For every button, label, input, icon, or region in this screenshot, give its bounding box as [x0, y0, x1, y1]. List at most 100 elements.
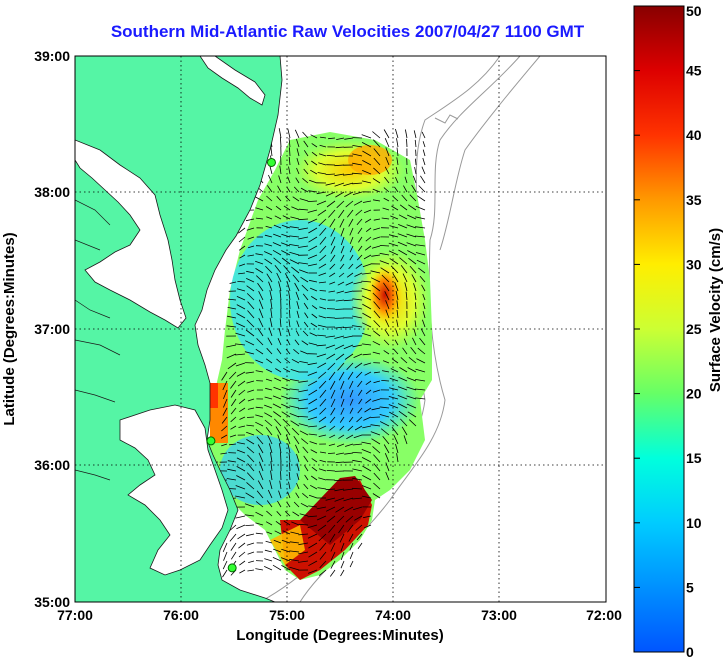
velocity-arrow [277, 500, 282, 508]
velocity-arrow [338, 434, 345, 439]
velocity-arrow [411, 274, 417, 283]
velocity-arrow [362, 425, 372, 429]
velocity-arrow [302, 330, 309, 337]
velocity-arrow [409, 194, 417, 202]
velocity-arrow [329, 533, 336, 543]
velocity-arrow [296, 167, 300, 175]
velocity-arrow [340, 389, 345, 399]
velocity-arrow [226, 478, 237, 481]
velocity-arrow [398, 214, 408, 220]
velocity-arrow [400, 357, 408, 364]
velocity-arrow [415, 388, 426, 391]
velocity-arrow [352, 325, 363, 328]
velocity-arrow [308, 380, 318, 387]
velocity-arrow [227, 460, 237, 463]
velocity-arrow [307, 371, 318, 376]
velocity-arrow [235, 343, 246, 346]
velocity-arrow [316, 344, 327, 347]
velocity-arrow [346, 434, 354, 440]
velocity-arrow [318, 153, 327, 157]
velocity-arrow [264, 566, 273, 571]
velocity-arrow [318, 162, 327, 166]
velocity-arrow [298, 208, 309, 211]
velocity-arrow [288, 290, 291, 301]
velocity-arrow [352, 153, 363, 157]
velocity-arrow [380, 421, 390, 427]
velocity-arrow [309, 332, 318, 337]
velocity-arrow [406, 224, 417, 229]
velocity-arrow [238, 389, 246, 396]
velocity-arrow [288, 166, 291, 175]
velocity-arrow [292, 196, 300, 202]
velocity-arrow [372, 188, 381, 193]
velocity-arrow [281, 224, 291, 229]
velocity-arrow [264, 419, 273, 427]
velocity-arrow [236, 457, 246, 463]
velocity-arrow [302, 293, 309, 301]
velocity-arrow [352, 468, 363, 472]
velocity-arrow [418, 267, 426, 274]
velocity-arrow [283, 265, 291, 274]
velocity-arrow [281, 250, 291, 256]
velocity-arrow [330, 245, 336, 254]
velocity-arrow [384, 329, 390, 337]
velocity-arrow [308, 190, 318, 193]
velocity-arrow [406, 138, 408, 148]
velocity-arrow [336, 452, 345, 455]
velocity-arrow [308, 227, 318, 234]
velocity-arrow [265, 265, 273, 274]
velocity-arrow [307, 416, 318, 421]
velocity-arrow [415, 252, 426, 256]
velocity-arrow [336, 137, 345, 140]
velocity-arrow [403, 338, 408, 346]
velocity-arrow [382, 360, 390, 364]
velocity-arrow [407, 367, 417, 373]
velocity-arrow [296, 138, 300, 148]
velocity-arrow [277, 185, 282, 193]
velocity-arrow [258, 452, 264, 463]
velocity-arrow [289, 550, 300, 553]
velocity-arrow [289, 259, 300, 265]
velocity-arrow [236, 304, 246, 310]
chesapeake-bay [75, 139, 187, 329]
velocity-arrow [347, 425, 354, 431]
velocity-arrow [289, 558, 300, 562]
velocity-arrow [343, 488, 354, 491]
velocity-arrow [272, 249, 282, 256]
velocity-arrow [395, 290, 399, 301]
velocity-arrow [361, 295, 372, 301]
velocity-arrow [330, 560, 336, 569]
velocity-arrow [307, 533, 318, 539]
velocity-arrow [266, 273, 273, 283]
velocity-arrow [247, 254, 255, 257]
velocity-arrow [384, 176, 390, 184]
y-tick-label: 37:00 [34, 321, 70, 337]
velocity-arrow [244, 351, 255, 355]
velocity-arrow [309, 179, 318, 184]
velocity-arrow [272, 403, 282, 409]
velocity-arrow [390, 215, 399, 220]
velocity-arrow [344, 290, 354, 294]
velocity-arrow [362, 150, 372, 157]
velocity-arrow [248, 560, 255, 563]
velocity-arrow [403, 185, 408, 193]
velocity-arrow [340, 380, 345, 390]
velocity-arrow [383, 197, 390, 202]
x-tick-label: 76:00 [163, 607, 199, 623]
velocity-arrow [372, 389, 381, 393]
velocity-arrow [255, 359, 264, 364]
velocity-arrow [396, 138, 399, 148]
velocity-arrow [246, 482, 255, 490]
velocity-arrow [247, 301, 255, 310]
velocity-arrow [379, 414, 390, 418]
velocity-arrow [290, 369, 300, 373]
velocity-arrow [340, 542, 345, 552]
velocity-arrow [356, 416, 363, 423]
velocity-arrow [275, 368, 282, 373]
velocity-arrow [325, 182, 336, 186]
velocity-arrow [352, 344, 363, 348]
velocity-arrow [308, 433, 318, 436]
x-tick-label: 73:00 [481, 607, 517, 623]
velocity-arrow [226, 344, 237, 348]
velocity-arrow [383, 444, 390, 454]
